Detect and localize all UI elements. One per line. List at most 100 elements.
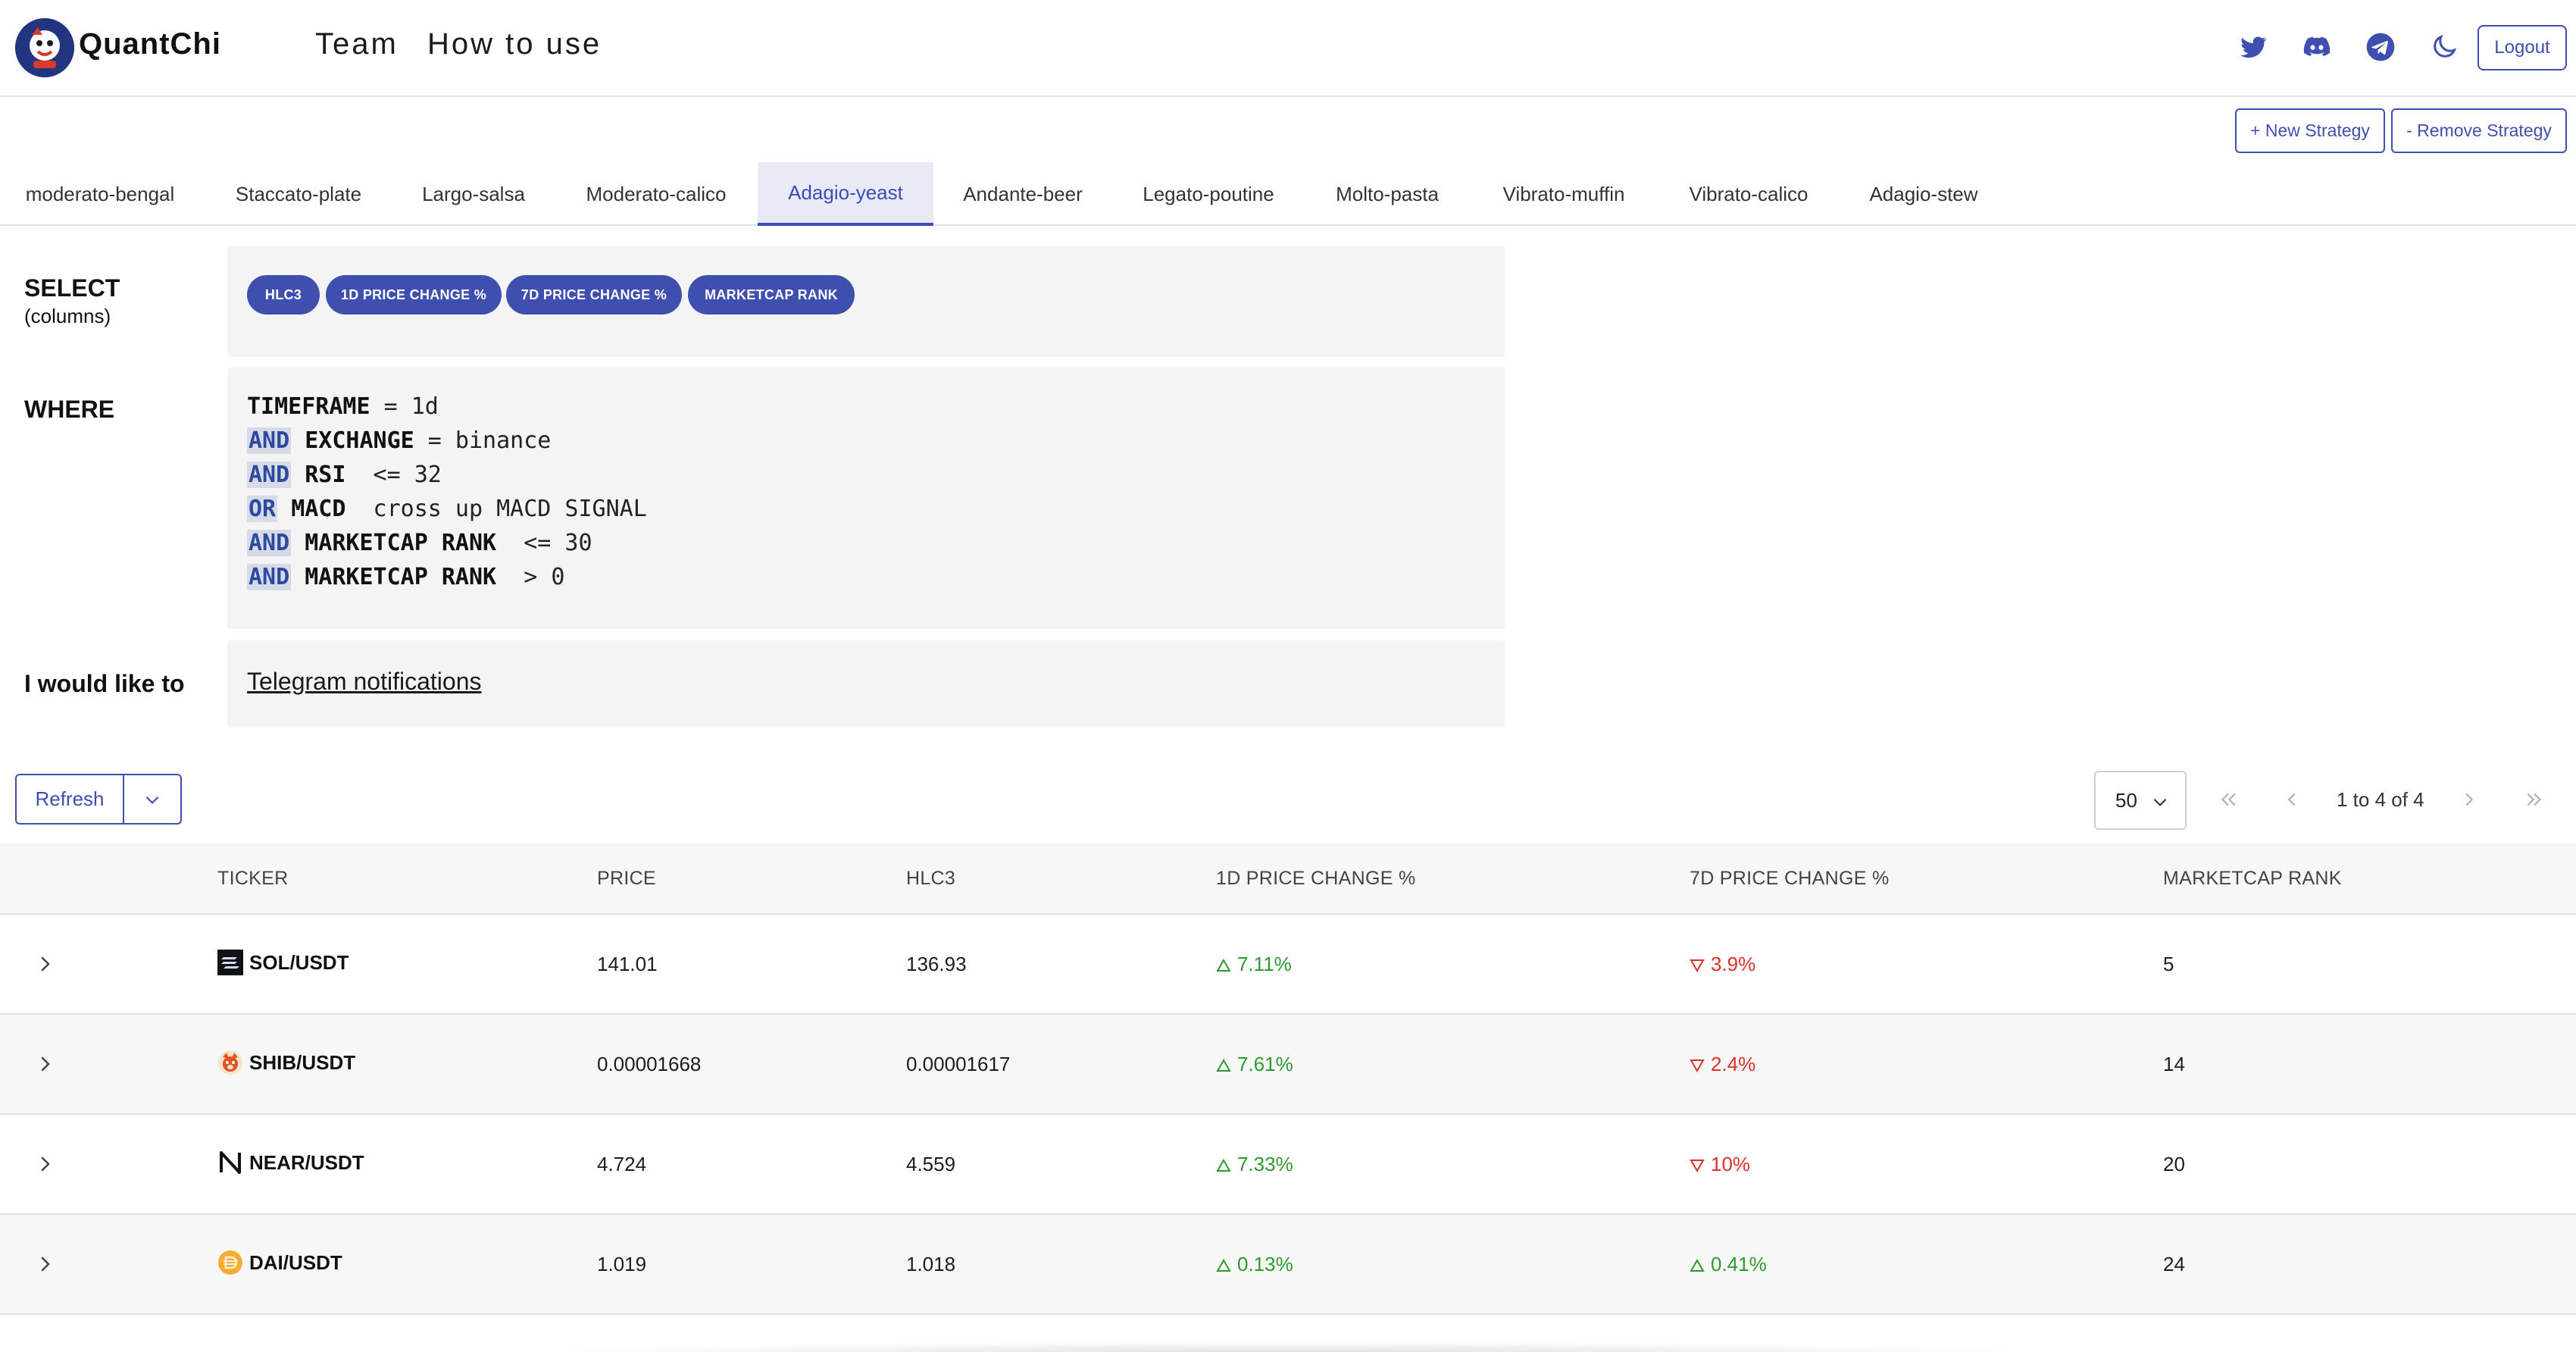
price-cell: 141.01 [597,953,658,975]
chevron-right-icon[interactable] [33,1053,56,1075]
tab-moderato-bengal[interactable]: moderato-bengal [25,182,175,205]
next-page-icon[interactable] [2458,788,2481,811]
page-size-select[interactable]: 50 [2094,771,2187,830]
strategy-tabs: moderato-bengal Staccato-plate Largo-sal… [0,162,2576,226]
brand-name[interactable]: QuantChi [79,27,221,61]
chevron-down-icon [145,796,159,804]
ticker-symbol: NEAR/USDT [249,1150,364,1174]
condition-rest: > 0 [496,564,565,590]
where-label: WHERE [24,396,115,423]
moon-icon[interactable] [2429,32,2459,62]
ticker-cell: SHIB/USDT [217,1050,355,1075]
telegram-notifications-link[interactable]: Telegram notifications [247,668,482,695]
condition-conjunction: AND [247,530,292,556]
nav-how-to-use-link[interactable]: How to use [427,27,602,61]
condition-rest: = binance [414,427,552,454]
tab-vibrato-calico[interactable]: Vibrato-calico [1689,182,1809,205]
bottom-scroll-shadow [530,1341,2046,1352]
column-header-1d-price-change[interactable]: 1D PRICE CHANGE % [1216,868,1416,889]
select-label: SELECT [24,274,120,302]
condition-line: TIMEFRAME = 1d [247,393,439,420]
dai-icon [218,1250,242,1275]
column-header-marketcap-rank[interactable]: MARKETCAP RANK [2163,868,2342,889]
tab-vibrato-muffin[interactable]: Vibrato-muffin [1502,182,1625,205]
discord-icon[interactable] [2302,32,2332,62]
last-page-icon[interactable] [2523,788,2546,811]
table-header: TICKER PRICE HLC3 1D PRICE CHANGE % 7D P… [0,843,2576,915]
marketcap-rank-cell: 20 [2163,1153,2185,1175]
condition-field: TIMEFRAME [247,393,370,420]
column-header-ticker[interactable]: TICKER [217,868,289,889]
hlc3-cell: 4.559 [906,1153,956,1175]
first-page-icon[interactable] [2217,788,2240,811]
twitter-icon[interactable] [2238,32,2268,62]
where-conditions-panel[interactable]: TIMEFRAME = 1d AND EXCHANGE = binance AN… [227,368,1505,629]
tab-staccato-plate[interactable]: Staccato-plate [235,182,362,205]
1d-change-cell: 7.33% [1216,1153,1293,1176]
chevron-down-icon [2153,798,2167,806]
action-label: I would like to [24,670,185,697]
7d-change-value: 3.9% [1711,953,1756,975]
logout-button[interactable]: Logout [2478,25,2567,70]
tab-andante-beer[interactable]: Andante-beer [963,182,1083,205]
refresh-options-dropdown[interactable] [124,775,180,823]
tab-adagio-yeast[interactable]: Adagio-yeast [758,162,933,226]
refresh-button[interactable]: Refresh [17,775,124,823]
condition-field: MACD [291,496,346,522]
table-row[interactable]: NEAR/USDT 4.724 4.559 7.33% 10% 20 [0,1115,2576,1215]
price-cell: 1.019 [597,1253,647,1275]
tab-adagio-stew[interactable]: Adagio-stew [1869,182,1978,205]
hlc3-cell: 0.00001617 [906,1053,1011,1075]
marketcap-rank-cell: 5 [2163,953,2174,975]
table-row[interactable]: SOL/USDT 141.01 136.93 7.11% 3.9% 5 [0,915,2576,1015]
condition-line: AND MARKETCAP RANK <= 30 [247,530,592,556]
1d-change-cell: 7.11% [1216,953,1292,976]
chevron-right-icon[interactable] [33,953,56,975]
column-header-hlc3[interactable]: HLC3 [906,868,956,889]
previous-page-icon[interactable] [2281,788,2303,811]
tab-largo-salsa[interactable]: Largo-salsa [422,182,525,205]
ticker-symbol: SOL/USDT [249,950,349,974]
7d-change-value: 2.4% [1711,1053,1756,1075]
condition-line: OR MACD cross up MACD SIGNAL [247,496,647,522]
remove-strategy-button[interactable]: - Remove Strategy [2391,108,2567,153]
condition-field: MARKETCAP RANK [305,530,497,556]
marketcap-rank-cell: 24 [2163,1253,2185,1275]
brand-logo-icon[interactable] [15,18,74,77]
tab-molto-pasta[interactable]: Molto-pasta [1336,182,1439,205]
7d-change-value: 10% [1711,1153,1751,1175]
select-sublabel: (columns) [24,305,111,327]
condition-line: AND MARKETCAP RANK > 0 [247,564,564,590]
column-chip-hlc3[interactable]: HLC3 [247,275,320,315]
new-strategy-button[interactable]: + New Strategy [2235,108,2385,153]
price-cell: 4.724 [597,1153,647,1175]
refresh-button-group: Refresh [15,774,182,825]
column-chip-1d-price-change[interactable]: 1D PRICE CHANGE % [326,275,502,315]
nav-team-link[interactable]: Team [315,27,399,61]
marketcap-rank-cell: 14 [2163,1053,2185,1075]
telegram-icon[interactable] [2365,32,2396,62]
table-row[interactable]: SHIB/USDT 0.00001668 0.00001617 7.61% 2.… [0,1015,2576,1115]
up-triangle-icon [1216,1059,1231,1072]
ticker-symbol: SHIB/USDT [249,1050,356,1074]
1d-change-cell: 7.61% [1216,1053,1293,1076]
1d-change-value: 7.11% [1237,953,1292,975]
up-triangle-icon [1216,1159,1231,1172]
column-chip-7d-price-change[interactable]: 7D PRICE CHANGE % [506,275,682,315]
action-panel: Telegram notifications [227,640,1505,728]
chevron-right-icon[interactable] [33,1153,56,1175]
condition-rest: cross up MACD SIGNAL [345,496,647,522]
condition-field: RSI [305,462,346,488]
tab-moderato-calico[interactable]: Moderato-calico [586,182,727,205]
chevron-right-icon[interactable] [33,1253,56,1275]
column-chip-marketcap-rank[interactable]: MARKETCAP RANK [688,275,855,315]
pagination-info: 1 to 4 of 4 [2337,788,2424,811]
sol-icon [217,950,243,975]
condition-field: MARKETCAP RANK [305,564,497,590]
tab-legato-poutine[interactable]: Legato-poutine [1143,182,1274,205]
price-cell: 0.00001668 [597,1053,702,1075]
column-header-price[interactable]: PRICE [597,868,656,889]
select-columns-panel[interactable]: HLC3 1D PRICE CHANGE % 7D PRICE CHANGE %… [227,246,1505,357]
table-row[interactable]: DAI/USDT 1.019 1.018 0.13% 0.41% 24 [0,1215,2576,1315]
column-header-7d-price-change[interactable]: 7D PRICE CHANGE % [1690,868,1890,889]
